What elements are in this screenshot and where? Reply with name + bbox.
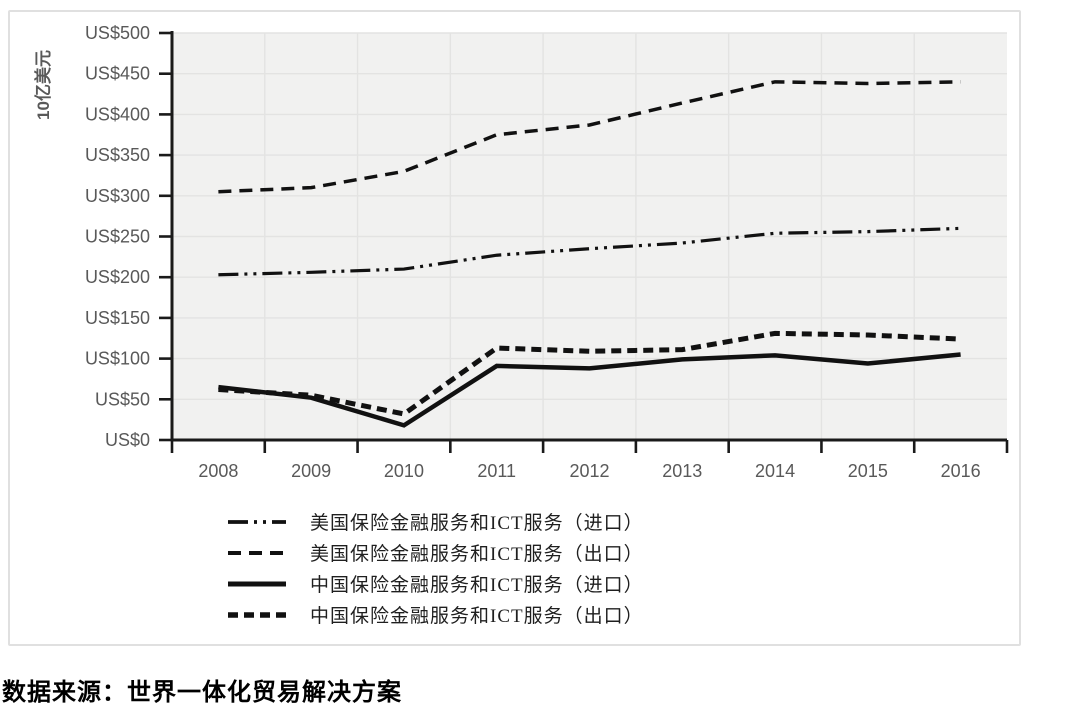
legend-row: 美国保险金融服务和ICT服务（进口） (228, 506, 644, 537)
y-axis-title: 10亿美元 (33, 50, 53, 120)
legend-line-sample-china-import-icon (228, 581, 286, 586)
y-tick-label: US$500 (85, 23, 150, 43)
y-tick-label: US$450 (85, 64, 150, 84)
series-line-1 (218, 80, 961, 194)
y-tick-label: US$100 (85, 349, 150, 369)
x-tick-label: 2013 (662, 461, 702, 481)
series-line-0 (218, 226, 961, 277)
legend-row: 中国保险金融服务和ICT服务（出口） (228, 599, 644, 630)
legend-line-sample-us-export-icon (228, 550, 286, 555)
y-tick-label: US$300 (85, 186, 150, 206)
source-note: 数据来源：世界一体化贸易解决方案 (2, 680, 402, 706)
legend-line-sample-china-export-icon (228, 611, 286, 618)
chart-legend: 美国保险金融服务和ICT服务（进口） 美国保险金融服务和ICT服务（出口） 中国… (228, 506, 644, 630)
legend-label-us-import: 美国保险金融服务和ICT服务（进口） (310, 513, 644, 534)
x-tick-label: 2008 (198, 461, 238, 481)
y-tick-label: US$200 (85, 267, 150, 287)
y-tick-label: US$400 (85, 104, 150, 124)
series-line-3 (218, 330, 961, 417)
y-tick-label: US$250 (85, 227, 150, 247)
legend-label-china-export: 中国保险金融服务和ICT服务（出口） (310, 606, 644, 627)
y-tick-label: US$350 (85, 145, 150, 165)
series-line-2 (218, 352, 961, 428)
y-tick-label: US$0 (105, 430, 150, 450)
y-tick-label: US$150 (85, 308, 150, 328)
legend-row: 美国保险金融服务和ICT服务（出口） (228, 537, 644, 568)
x-tick-label: 2012 (569, 461, 609, 481)
y-tick-label: US$50 (95, 389, 150, 409)
x-tick-label: 2014 (755, 461, 795, 481)
legend-row: 中国保险金融服务和ICT服务（进口） (228, 568, 644, 599)
x-tick-label: 2011 (477, 461, 516, 481)
legend-label-us-export: 美国保险金融服务和ICT服务（出口） (310, 544, 644, 565)
x-tick-label: 2015 (848, 461, 888, 481)
x-tick-label: 2009 (291, 461, 331, 481)
legend-line-sample-us-import-icon (228, 519, 286, 524)
x-tick-label: 2016 (941, 461, 981, 481)
x-tick-label: 2010 (384, 461, 424, 481)
legend-label-china-import: 中国保险金融服务和ICT服务（进口） (310, 575, 644, 596)
